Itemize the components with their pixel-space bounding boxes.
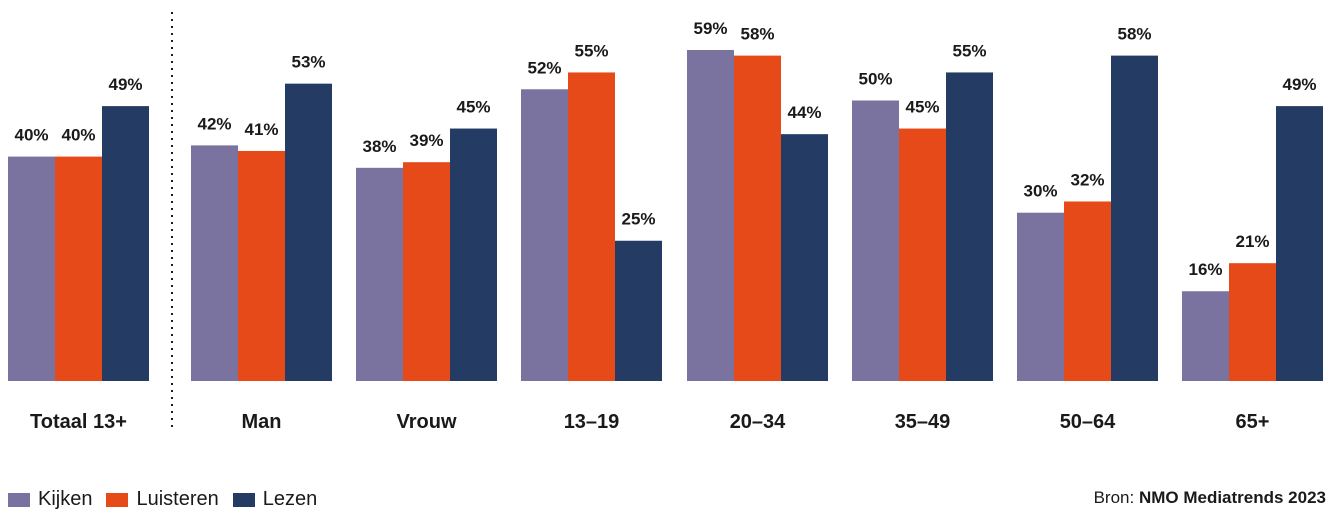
- value-label-luisteren-35-49: 45%: [905, 98, 939, 117]
- bar-lezen-35-49: [946, 72, 993, 382]
- bar-lezen-man: [285, 83, 332, 382]
- legend-label-lezen: Lezen: [262, 488, 318, 510]
- bar-luisteren-65: [1229, 263, 1276, 381]
- value-label-kijken-65: 16%: [1188, 260, 1222, 279]
- category-label-totaal-13: Totaal 13+: [30, 411, 127, 433]
- value-label-luisteren-20-34: 58%: [740, 25, 774, 44]
- bar-kijken-totaal-13: [8, 156, 55, 381]
- value-label-luisteren-50-64: 32%: [1070, 170, 1104, 189]
- legend-swatch-kijken: [8, 492, 30, 507]
- value-label-lezen-vrouw: 45%: [456, 98, 490, 117]
- legend-item-kijken: Kijken: [8, 488, 92, 511]
- bar-kijken-vrouw: [356, 167, 403, 381]
- category-label-50-64: 50–64: [1060, 411, 1116, 433]
- source-note: Bron: NMO Mediatrends 2023: [1094, 488, 1326, 508]
- bar-kijken-35-49: [852, 100, 899, 382]
- value-label-lezen-man: 53%: [291, 53, 325, 72]
- bar-kijken-65: [1182, 291, 1229, 381]
- category-label-man: Man: [242, 411, 282, 433]
- bar-lezen-20-34: [781, 134, 828, 381]
- source-prefix: Bron:: [1093, 488, 1139, 507]
- value-label-lezen-20-34: 44%: [787, 103, 821, 122]
- bar-lezen-65: [1276, 106, 1323, 382]
- value-label-lezen-50-64: 58%: [1117, 25, 1151, 44]
- category-label-35-49: 35–49: [895, 411, 951, 433]
- value-label-luisteren-vrouw: 39%: [409, 131, 443, 150]
- category-label-vrouw: Vrouw: [396, 411, 456, 433]
- bar-kijken-50-64: [1017, 212, 1064, 381]
- bar-luisteren-35-49: [899, 128, 946, 381]
- value-label-kijken-20-34: 59%: [693, 19, 727, 38]
- value-label-luisteren-man: 41%: [244, 120, 278, 139]
- bar-luisteren-50-64: [1064, 201, 1111, 381]
- legend-item-lezen: Lezen: [232, 488, 318, 511]
- value-label-kijken-50-64: 30%: [1023, 182, 1057, 201]
- legend: Kijken Luisteren Lezen: [8, 488, 317, 511]
- category-label-20-34: 20–34: [730, 411, 786, 433]
- bar-kijken-man: [191, 145, 238, 381]
- legend-label-luisteren: Luisteren: [136, 488, 219, 510]
- value-label-luisteren-totaal-13: 40%: [61, 126, 95, 145]
- bar-lezen-50-64: [1111, 55, 1158, 381]
- bar-chart: 40% 40% 49% 42% 41% 53% 38% 39% 45% 52% 55% 25% 59% 5…: [8, 12, 1323, 433]
- value-label-lezen-65: 49%: [1282, 75, 1316, 94]
- legend-item-luisteren: Luisteren: [106, 488, 219, 511]
- category-label-13-19: 13–19: [564, 411, 620, 433]
- bar-luisteren-vrouw: [403, 162, 450, 381]
- legend-swatch-luisteren: [106, 492, 129, 507]
- legend-label-kijken: Kijken: [38, 488, 93, 510]
- bar-luisteren-20-34: [734, 55, 781, 381]
- value-label-luisteren-13-19: 55%: [574, 41, 608, 60]
- value-label-kijken-13-19: 52%: [527, 58, 561, 77]
- value-label-lezen-35-49: 55%: [952, 41, 986, 60]
- bar-lezen-13-19: [615, 240, 662, 381]
- bar-kijken-20-34: [687, 50, 734, 381]
- value-label-lezen-13-19: 25%: [621, 210, 655, 229]
- value-label-kijken-totaal-13: 40%: [14, 126, 48, 145]
- value-label-kijken-vrouw: 38%: [362, 137, 396, 156]
- bar-lezen-totaal-13: [102, 106, 149, 382]
- bar-lezen-vrouw: [450, 128, 497, 381]
- value-label-kijken-35-49: 50%: [858, 69, 892, 88]
- bar-luisteren-13-19: [568, 72, 615, 382]
- bar-luisteren-totaal-13: [55, 156, 102, 381]
- value-label-luisteren-65: 21%: [1235, 232, 1269, 251]
- bar-luisteren-man: [238, 150, 285, 381]
- source-name: NMO Mediatrends 2023: [1138, 488, 1326, 507]
- bar-kijken-13-19: [521, 89, 568, 382]
- legend-swatch-lezen: [232, 492, 255, 507]
- value-label-kijken-man: 42%: [197, 114, 231, 133]
- value-label-lezen-totaal-13: 49%: [108, 75, 142, 94]
- category-label-65: 65+: [1236, 411, 1270, 433]
